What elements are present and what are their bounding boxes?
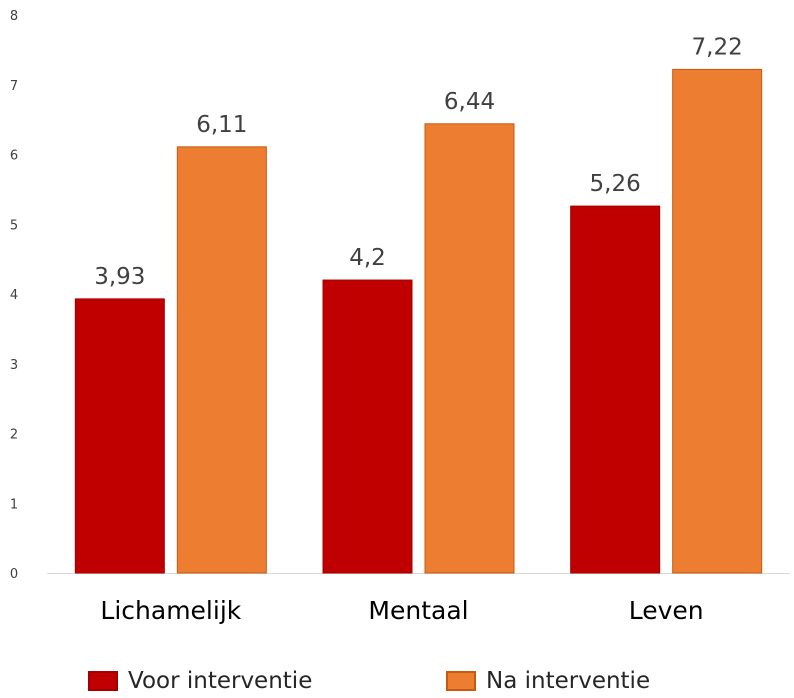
bar-na-lichamelijk [176, 146, 267, 574]
legend-item-na: Na interventie [446, 668, 650, 694]
y-tick-label: 8 [10, 9, 18, 24]
legend-label-voor: Voor interventie [128, 668, 313, 694]
bar-voor-leven [570, 205, 661, 574]
y-tick-label: 5 [10, 218, 18, 233]
legend-label-na: Na interventie [486, 668, 651, 694]
bar-na-mentaal [424, 123, 515, 574]
bars [74, 68, 763, 574]
y-tick-label: 2 [10, 428, 18, 443]
y-tick-label: 6 [10, 149, 18, 164]
bar-voor-mentaal [322, 279, 413, 574]
data-labels: 3,93 6,11 4,2 6,44 5,26 7,22 [94, 34, 743, 289]
category-label: Leven [629, 596, 704, 625]
y-tick-label: 0 [10, 567, 18, 582]
bar-chart: 0 1 2 3 4 5 6 7 8 3,93 6,11 4,2 6,44 5,26 7,22 Licham… [10, 9, 790, 625]
y-tick-label: 3 [10, 358, 18, 373]
y-tick-label: 7 [10, 79, 18, 94]
data-label: 6,44 [444, 89, 495, 115]
y-tick-label: 1 [10, 497, 18, 512]
data-label: 4,2 [349, 245, 386, 271]
category-labels: Lichamelijk Mentaal Leven [100, 596, 703, 625]
category-label: Mentaal [368, 596, 468, 625]
data-label: 7,22 [692, 34, 743, 60]
legend-item-voor: Voor interventie [88, 668, 312, 694]
legend-swatch-voor [88, 671, 118, 691]
bar-na-leven [672, 68, 763, 574]
legend: Voor interventie Na interventie [0, 668, 794, 698]
data-label: 6,11 [196, 112, 247, 138]
bar-voor-lichamelijk [74, 298, 165, 574]
data-label: 3,93 [94, 264, 145, 290]
y-axis-ticks: 0 1 2 3 4 5 6 7 8 [10, 9, 18, 582]
legend-swatch-na [446, 671, 476, 691]
y-tick-label: 4 [10, 288, 18, 303]
category-label: Lichamelijk [100, 596, 241, 625]
data-label: 5,26 [590, 171, 641, 197]
